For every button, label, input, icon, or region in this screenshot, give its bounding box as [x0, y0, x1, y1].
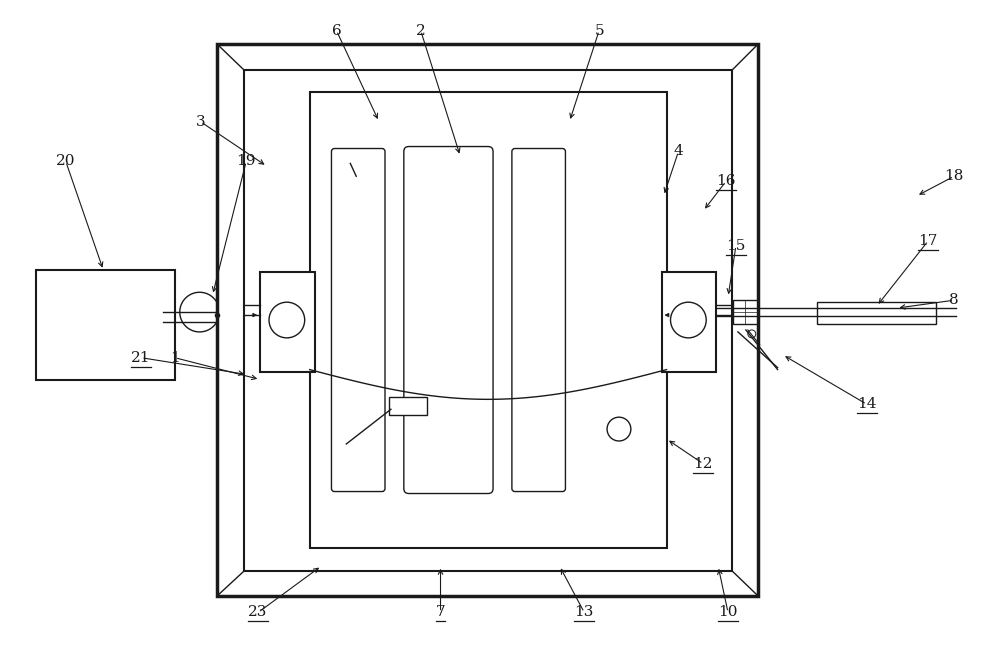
Bar: [36, 271, 175, 379]
Text: 13: 13: [575, 605, 594, 620]
Text: 6: 6: [332, 23, 341, 37]
Text: 20: 20: [56, 154, 76, 169]
Bar: [817, 302, 936, 324]
Text: 7: 7: [436, 605, 445, 620]
Text: 8: 8: [949, 293, 959, 307]
Text: 5: 5: [594, 23, 604, 37]
Text: 23: 23: [248, 605, 268, 620]
Text: 16: 16: [716, 174, 736, 188]
Text: 4: 4: [674, 145, 683, 158]
Text: 19: 19: [236, 154, 256, 169]
FancyBboxPatch shape: [331, 149, 385, 492]
Text: 3: 3: [196, 115, 205, 129]
FancyBboxPatch shape: [512, 149, 565, 492]
FancyBboxPatch shape: [404, 147, 493, 494]
Text: 12: 12: [693, 457, 713, 471]
Bar: [217, 45, 758, 596]
Bar: [310, 92, 667, 548]
Text: 14: 14: [857, 397, 877, 412]
Text: 17: 17: [919, 234, 938, 247]
Text: 1: 1: [170, 351, 180, 365]
Bar: [260, 273, 315, 371]
Text: 2: 2: [416, 23, 426, 37]
Text: 15: 15: [726, 238, 746, 253]
Bar: [733, 300, 757, 324]
Bar: [662, 273, 716, 371]
Text: 21: 21: [131, 351, 151, 365]
Text: 18: 18: [944, 169, 964, 183]
Bar: [244, 70, 732, 571]
Text: 10: 10: [718, 605, 738, 620]
Bar: [389, 397, 427, 415]
